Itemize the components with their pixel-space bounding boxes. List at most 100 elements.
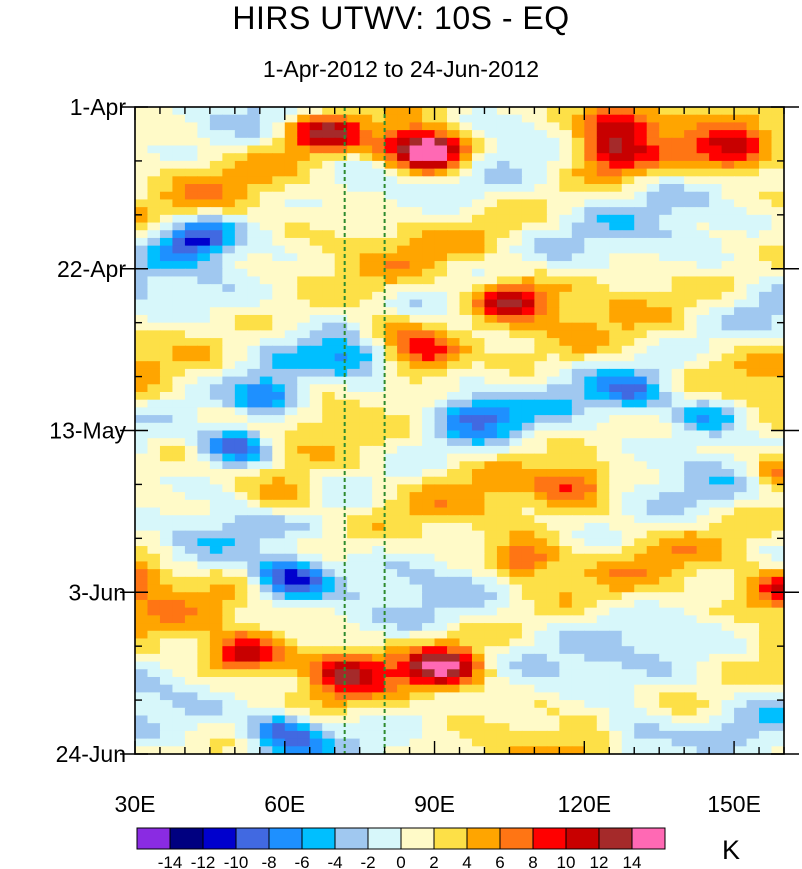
heatmap-cell	[422, 592, 436, 601]
colorbar-label: -12	[191, 853, 216, 869]
heatmap-cell	[447, 168, 461, 177]
heatmap-cell	[347, 299, 361, 308]
heatmap-cell	[659, 430, 673, 439]
heatmap-cell	[309, 330, 323, 339]
heatmap-cell	[484, 122, 498, 131]
heatmap-cell	[484, 653, 498, 663]
heatmap-cell	[222, 314, 236, 324]
heatmap-cell	[734, 114, 748, 123]
heatmap-cell	[684, 253, 698, 262]
heatmap-cell	[696, 746, 710, 755]
heatmap-cell	[197, 114, 211, 123]
heatmap-cell	[184, 291, 198, 301]
heatmap-cell	[496, 723, 511, 732]
heatmap-cell	[721, 469, 735, 478]
heatmap-cell	[284, 715, 298, 724]
heatmap-cell	[247, 338, 261, 347]
heatmap-cell	[696, 214, 710, 224]
heatmap-cell	[459, 230, 473, 239]
heatmap-cell	[447, 676, 461, 686]
heatmap-cell	[696, 707, 710, 717]
heatmap-cell	[234, 569, 248, 578]
heatmap-cell	[546, 623, 560, 632]
heatmap-cell	[209, 538, 223, 547]
heatmap-cell	[471, 122, 486, 131]
heatmap-cell	[259, 607, 273, 616]
heatmap-cell	[434, 692, 448, 701]
heatmap-cell	[147, 522, 161, 532]
heatmap-cell	[646, 553, 660, 563]
heatmap-cell	[359, 623, 373, 632]
heatmap-cell	[247, 284, 261, 293]
heatmap-cell	[671, 168, 685, 177]
heatmap-cell	[434, 207, 448, 216]
heatmap-cell	[322, 176, 336, 185]
heatmap-cell	[197, 176, 211, 185]
heatmap-cell	[709, 653, 723, 663]
heatmap-cell	[322, 676, 336, 686]
heatmap-cell	[272, 107, 286, 116]
heatmap-cell	[247, 676, 261, 686]
heatmap-cell	[709, 630, 723, 640]
heatmap-cell	[172, 137, 186, 147]
heatmap-cell	[621, 176, 635, 185]
heatmap-cell	[259, 345, 273, 355]
heatmap-cell	[734, 461, 748, 470]
heatmap-cell	[571, 376, 585, 385]
heatmap-cell	[384, 669, 398, 678]
heatmap-cell	[546, 230, 560, 239]
heatmap-cell	[596, 676, 610, 686]
heatmap-cell	[234, 615, 248, 624]
heatmap-cell	[659, 546, 673, 555]
heatmap-cell	[309, 615, 323, 624]
heatmap-cell	[322, 546, 336, 555]
heatmap-cell	[546, 661, 560, 670]
heatmap-cell	[434, 353, 448, 362]
heatmap-cell	[659, 191, 673, 201]
heatmap-cell	[222, 160, 236, 170]
heatmap-cell	[734, 261, 748, 270]
heatmap-cell	[546, 469, 560, 478]
heatmap-cell	[359, 245, 373, 254]
heatmap-cell	[147, 122, 161, 131]
heatmap-cell	[459, 245, 473, 254]
heatmap-cell	[135, 361, 149, 370]
heatmap-cell	[509, 399, 523, 408]
heatmap-cell	[634, 361, 648, 370]
heatmap-cell	[596, 353, 610, 362]
heatmap-cell	[397, 515, 411, 524]
heatmap-cell	[209, 268, 223, 278]
heatmap-cell	[135, 561, 149, 570]
heatmap-cell	[746, 184, 760, 193]
heatmap-cell	[496, 307, 511, 316]
heatmap-cell	[334, 207, 348, 216]
heatmap-cell	[209, 584, 223, 593]
heatmap-cell	[646, 276, 660, 285]
heatmap-cell	[147, 307, 161, 316]
heatmap-cell	[322, 276, 336, 285]
heatmap-cell	[709, 522, 723, 532]
heatmap-cell	[621, 623, 635, 632]
heatmap-cell	[559, 715, 573, 724]
heatmap-cell	[646, 476, 660, 486]
heatmap-cell	[422, 114, 436, 123]
heatmap-cell	[247, 599, 261, 609]
heatmap-cell	[434, 499, 448, 509]
heatmap-cell	[571, 738, 585, 747]
heatmap-cell	[471, 399, 486, 408]
heatmap-cell	[659, 707, 673, 717]
heatmap-cell	[634, 661, 648, 670]
heatmap-cell	[771, 376, 785, 385]
heatmap-cell	[447, 507, 461, 516]
heatmap-cell	[247, 330, 261, 339]
heatmap-cell	[272, 715, 286, 724]
heatmap-cell	[409, 130, 423, 139]
heatmap-cell	[309, 130, 323, 139]
heatmap-cell	[234, 730, 248, 740]
heatmap-cell	[646, 445, 660, 455]
heatmap-cell	[596, 230, 610, 239]
heatmap-cell	[284, 638, 298, 647]
heatmap-cell	[496, 399, 511, 408]
heatmap-cell	[159, 599, 174, 609]
heatmap-cell	[434, 676, 448, 686]
